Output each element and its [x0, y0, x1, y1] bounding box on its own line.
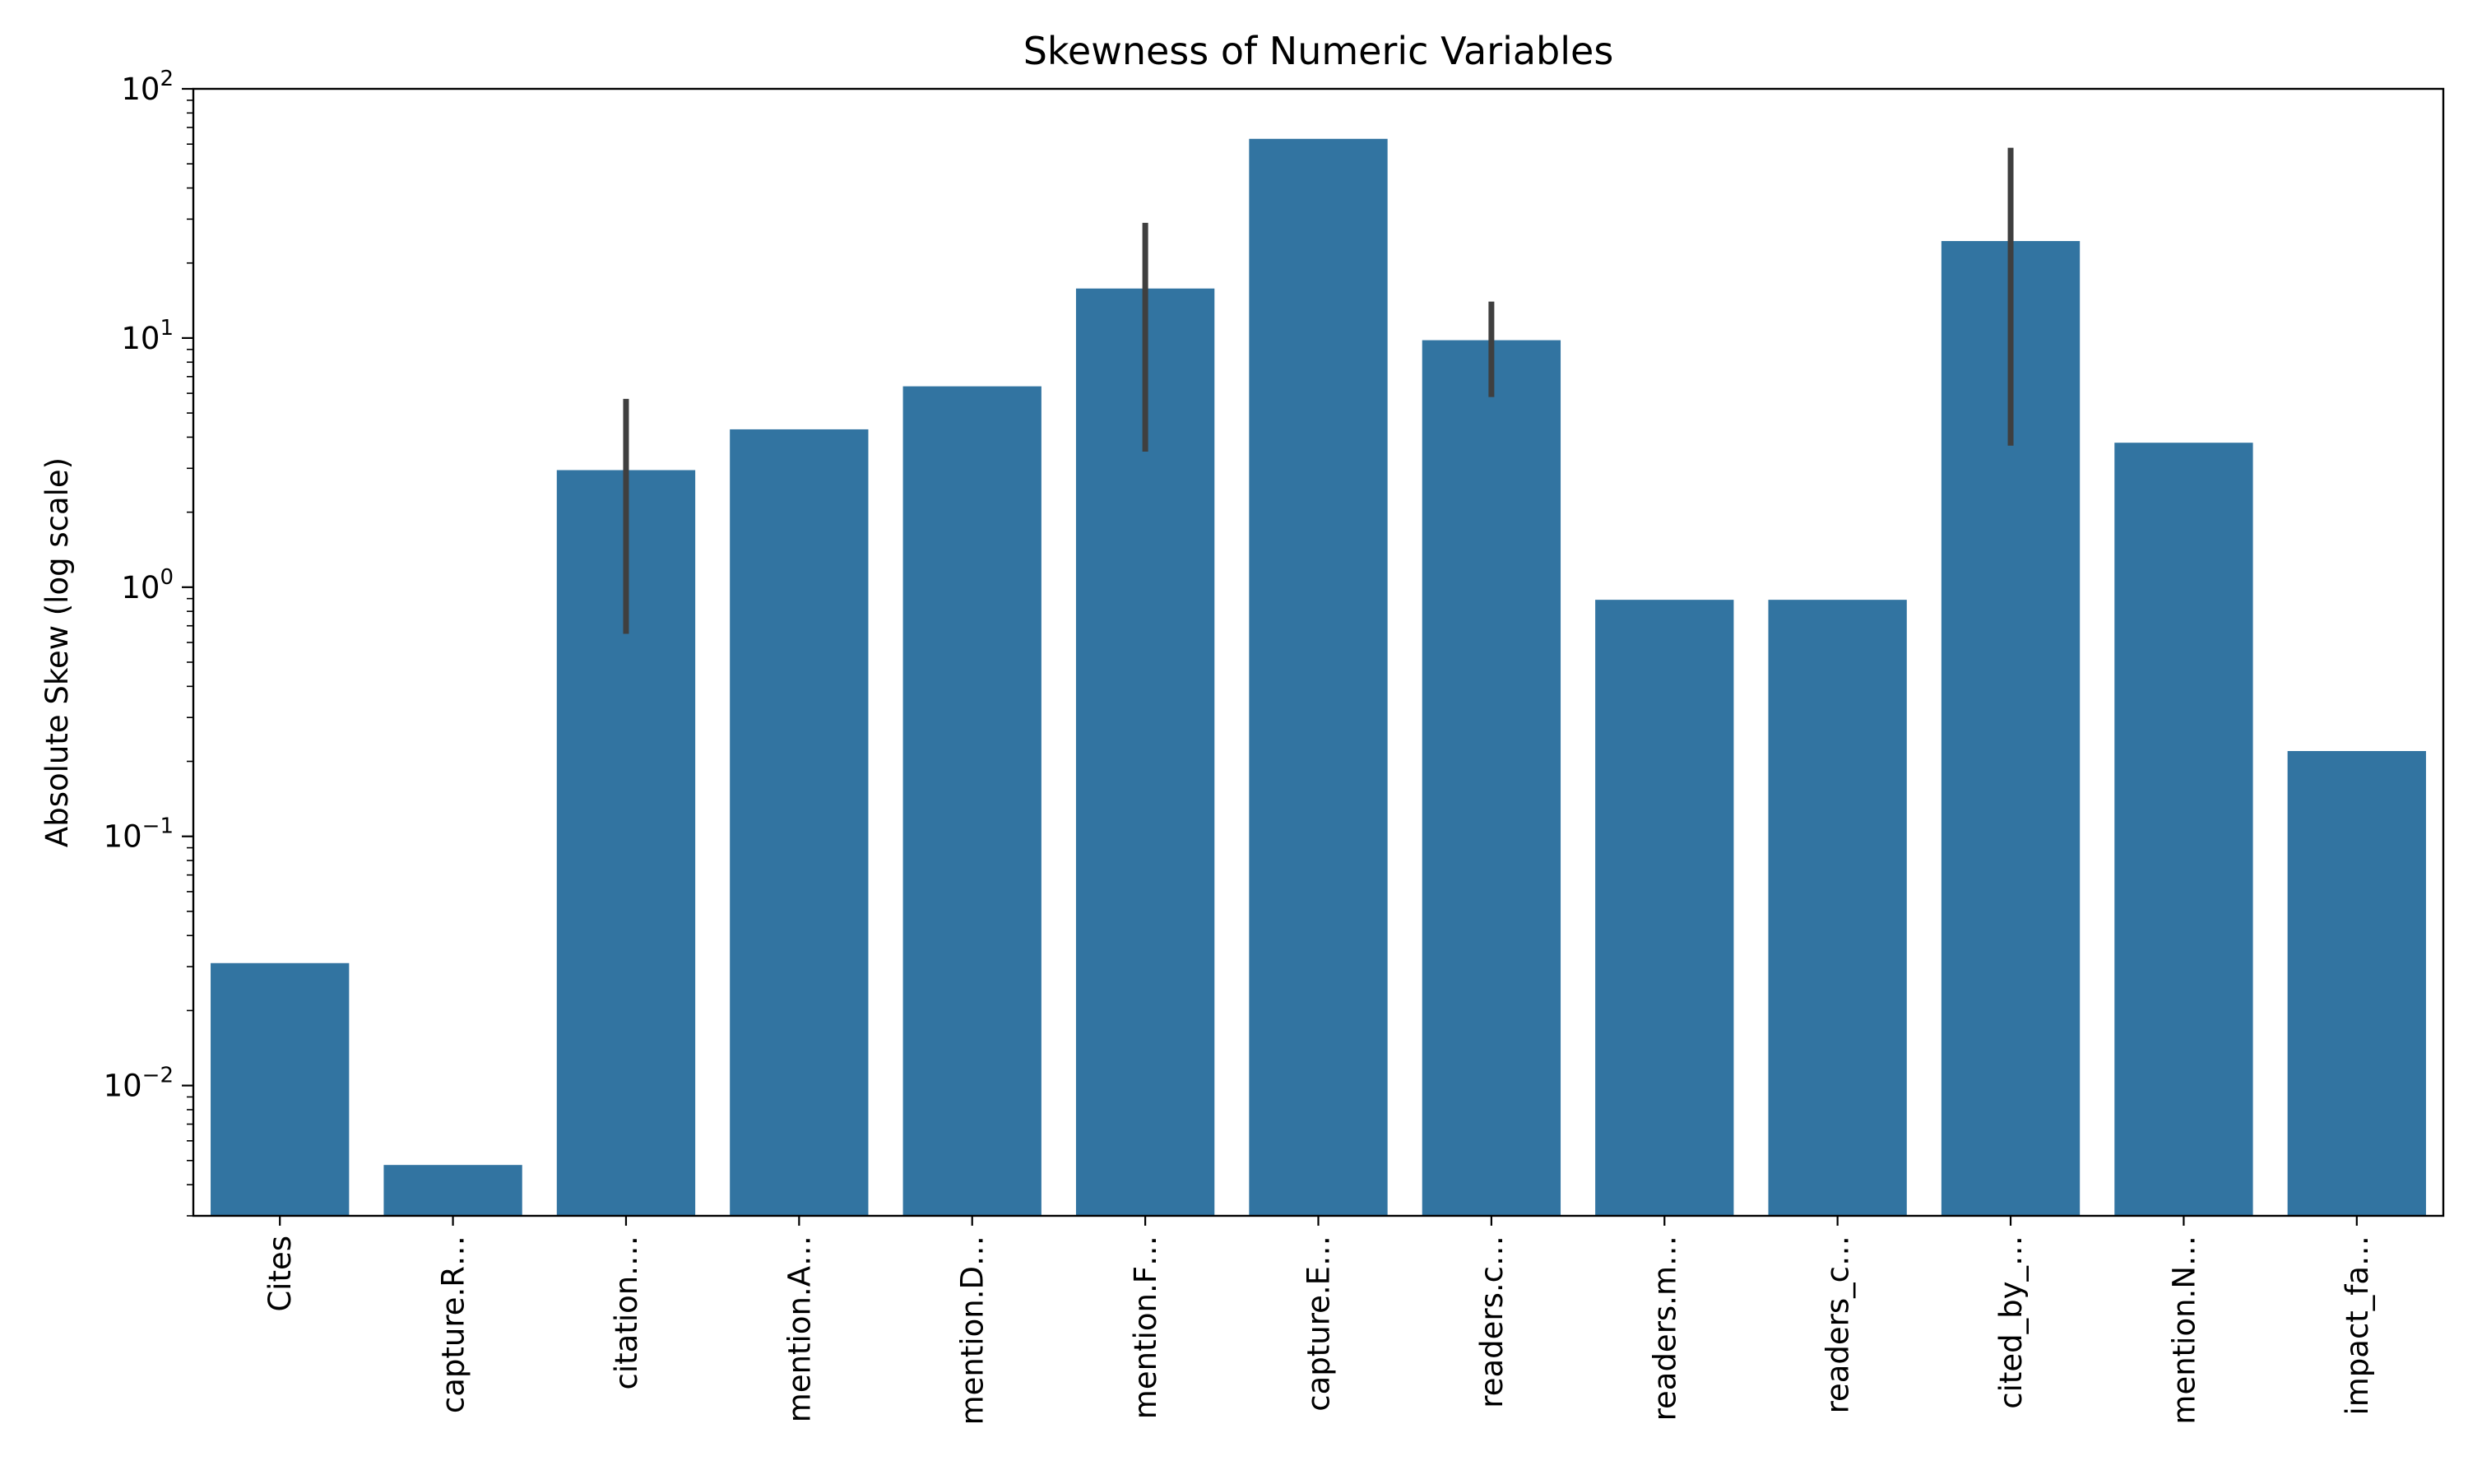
x-tick-label-5: mention.F…: [1128, 1236, 1163, 1419]
x-tick-label-12: impact_fa…: [2340, 1236, 2375, 1416]
chart-title: Skewness of Numeric Variables: [1023, 29, 1614, 73]
y-tick-label-4: 102: [121, 67, 174, 107]
x-tick-label-11: mention.N…: [2166, 1236, 2201, 1425]
y-axis-label: Absolute Skew (log scale): [39, 457, 75, 847]
x-tick-label-7: readers.c…: [1474, 1236, 1510, 1408]
x-tick-label-10: cited_by_…: [1993, 1236, 2029, 1409]
x-tick-label-9: readers_c…: [1821, 1236, 1856, 1413]
bar-3: [730, 429, 869, 1216]
bar-8: [1595, 600, 1734, 1216]
bar-7: [1422, 340, 1561, 1216]
x-tick-label-3: mention.A…: [782, 1236, 817, 1422]
x-tick-label-0: Cites: [262, 1236, 298, 1312]
bar-9: [1768, 600, 1907, 1216]
x-tick-label-1: capture.R…: [436, 1236, 471, 1413]
bar-0: [211, 962, 350, 1216]
bar-4: [902, 386, 1041, 1216]
y-tick-label-3: 101: [121, 316, 174, 356]
y-tick-label-0: 10−2: [104, 1064, 174, 1104]
bar-1: [383, 1165, 522, 1216]
x-tick-label-4: mention.D…: [955, 1236, 990, 1425]
y-tick-label-2: 100: [121, 565, 174, 605]
x-tick-label-8: readers.m…: [1647, 1236, 1682, 1421]
x-tick-label-2: citation.…: [609, 1236, 644, 1389]
bar-6: [1249, 138, 1388, 1216]
bar-11: [2114, 443, 2253, 1216]
x-tick-label-6: capture.E…: [1301, 1236, 1337, 1412]
bar-12: [2287, 750, 2426, 1216]
y-tick-label-1: 10−1: [104, 814, 174, 855]
